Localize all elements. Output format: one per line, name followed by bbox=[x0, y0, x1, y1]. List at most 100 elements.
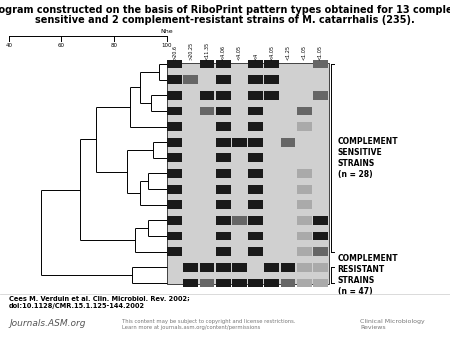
Bar bbox=[216, 247, 231, 256]
Bar bbox=[216, 122, 231, 131]
Bar bbox=[297, 200, 312, 209]
Bar bbox=[264, 75, 279, 84]
Bar bbox=[264, 279, 279, 287]
Text: COMPLEMENT
SENSITIVE
STRAINS
(n = 28): COMPLEMENT SENSITIVE STRAINS (n = 28) bbox=[338, 137, 398, 179]
Bar bbox=[248, 216, 263, 225]
Bar bbox=[199, 59, 215, 68]
Bar bbox=[216, 200, 231, 209]
Text: 40: 40 bbox=[5, 43, 13, 48]
Bar bbox=[248, 59, 263, 68]
Bar bbox=[313, 263, 328, 272]
Text: Dendrogram constructed on the basis of RiboPrint pattern types obtained for 13 c: Dendrogram constructed on the basis of R… bbox=[0, 5, 450, 15]
Bar bbox=[183, 279, 198, 287]
Bar bbox=[216, 153, 231, 162]
Text: <1.25: <1.25 bbox=[285, 45, 291, 60]
Bar bbox=[248, 247, 263, 256]
Text: <4.06: <4.06 bbox=[220, 45, 226, 60]
Bar bbox=[297, 185, 312, 194]
Bar bbox=[167, 153, 182, 162]
Bar bbox=[167, 232, 182, 240]
Text: <1.05: <1.05 bbox=[318, 45, 323, 60]
Text: <4.05: <4.05 bbox=[269, 45, 274, 60]
Bar bbox=[167, 122, 182, 131]
Text: <11.35: <11.35 bbox=[204, 42, 210, 60]
Bar bbox=[232, 216, 247, 225]
Text: sensitive and 2 complement-resistant strains of M. catarrhalis (235).: sensitive and 2 complement-resistant str… bbox=[35, 15, 415, 25]
Bar bbox=[248, 279, 263, 287]
Text: <4.05: <4.05 bbox=[237, 45, 242, 60]
Bar bbox=[280, 138, 296, 147]
Bar bbox=[167, 59, 182, 68]
Text: Journals.ASM.org: Journals.ASM.org bbox=[9, 319, 86, 329]
Bar bbox=[167, 91, 182, 100]
Bar bbox=[248, 106, 263, 115]
Bar bbox=[248, 75, 263, 84]
Bar bbox=[232, 263, 247, 272]
Bar bbox=[199, 279, 215, 287]
Text: >20.6: >20.6 bbox=[172, 45, 177, 60]
Bar bbox=[248, 200, 263, 209]
Bar bbox=[313, 232, 328, 240]
Bar bbox=[297, 263, 312, 272]
Bar bbox=[199, 263, 215, 272]
Bar bbox=[297, 247, 312, 256]
Bar bbox=[199, 91, 215, 100]
Bar bbox=[216, 279, 231, 287]
Bar bbox=[167, 106, 182, 115]
Bar bbox=[216, 185, 231, 194]
Bar bbox=[297, 106, 312, 115]
Bar bbox=[216, 91, 231, 100]
Bar bbox=[167, 200, 182, 209]
Text: <1.05: <1.05 bbox=[302, 45, 307, 60]
Bar bbox=[248, 153, 263, 162]
Bar bbox=[167, 138, 182, 147]
Bar bbox=[264, 91, 279, 100]
Text: <4: <4 bbox=[253, 53, 258, 60]
Text: Clinical Microbiology
Reviews: Clinical Microbiology Reviews bbox=[360, 319, 425, 330]
Text: Nhe: Nhe bbox=[160, 28, 173, 33]
Bar bbox=[248, 91, 263, 100]
Bar bbox=[264, 59, 279, 68]
Bar bbox=[216, 138, 231, 147]
Bar bbox=[248, 169, 263, 178]
Text: This content may be subject to copyright and license restrictions.
Learn more at: This content may be subject to copyright… bbox=[122, 319, 295, 330]
Bar bbox=[297, 232, 312, 240]
Bar bbox=[216, 75, 231, 84]
Bar bbox=[280, 279, 296, 287]
Bar bbox=[216, 59, 231, 68]
Bar bbox=[216, 106, 231, 115]
Bar bbox=[183, 75, 198, 84]
Bar bbox=[167, 216, 182, 225]
Bar bbox=[167, 75, 182, 84]
Text: COMPLEMENT
RESISTANT
STRAINS
(n = 47): COMPLEMENT RESISTANT STRAINS (n = 47) bbox=[338, 254, 398, 296]
Bar bbox=[297, 216, 312, 225]
Text: Cees M. Verduin et al. Clin. Microbiol. Rev. 2002;
doi:10.1128/CMR.15.1.125-144.: Cees M. Verduin et al. Clin. Microbiol. … bbox=[9, 296, 190, 309]
Bar bbox=[248, 185, 263, 194]
Text: 80: 80 bbox=[111, 43, 117, 48]
Bar bbox=[297, 122, 312, 131]
Bar bbox=[313, 91, 328, 100]
Bar bbox=[248, 232, 263, 240]
Bar bbox=[264, 263, 279, 272]
Bar bbox=[216, 232, 231, 240]
Bar bbox=[313, 216, 328, 225]
Bar bbox=[297, 279, 312, 287]
Bar bbox=[199, 106, 215, 115]
Bar bbox=[216, 169, 231, 178]
Bar bbox=[167, 247, 182, 256]
Bar bbox=[313, 247, 328, 256]
Text: 100: 100 bbox=[161, 43, 172, 48]
Bar bbox=[313, 279, 328, 287]
Text: >20.25: >20.25 bbox=[188, 42, 194, 60]
Bar bbox=[166, 63, 328, 284]
Bar bbox=[167, 169, 182, 178]
Text: 60: 60 bbox=[58, 43, 65, 48]
Bar bbox=[248, 122, 263, 131]
Bar bbox=[313, 59, 328, 68]
Bar bbox=[232, 279, 247, 287]
Bar bbox=[297, 169, 312, 178]
Bar bbox=[216, 263, 231, 272]
Bar bbox=[280, 263, 296, 272]
Bar bbox=[232, 138, 247, 147]
Bar bbox=[183, 263, 198, 272]
